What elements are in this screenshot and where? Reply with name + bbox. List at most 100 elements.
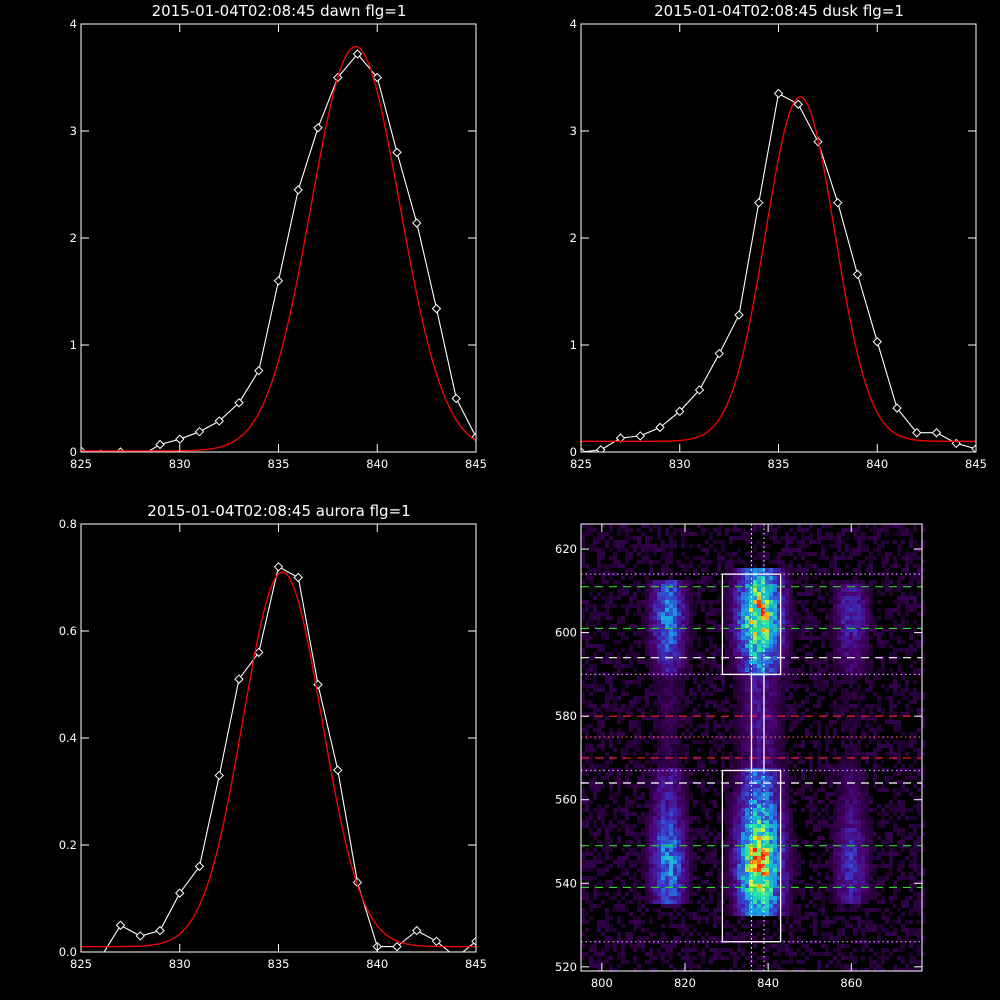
heatmap-cell [725,608,729,612]
heatmap-cell [677,608,681,612]
heatmap-cell [713,936,717,940]
heatmap-cell [817,892,821,896]
heatmap-cell [705,688,709,692]
heatmap-cell [809,784,813,788]
heatmap-cell [669,828,673,832]
heatmap-cell [649,564,653,568]
heatmap-cell [697,704,701,708]
heatmap-cell [789,824,793,828]
heatmap-cell [773,568,777,572]
heatmap-cell [785,888,789,892]
heatmap-cell [701,548,705,552]
heatmap-cell [681,768,685,772]
heatmap-cell [653,592,657,596]
heatmap-cell [789,660,793,664]
heatmap-cell [681,796,685,800]
heatmap-cell [725,912,729,916]
heatmap-cell [685,860,689,864]
dawn-xtick-label: 835 [268,457,290,471]
heatmap-cell [661,612,665,616]
heatmap-cell [697,748,701,752]
heatmap-cell [677,612,681,616]
heatmap-cell [785,760,789,764]
heatmap-cell [645,632,649,636]
heatmap-cell [657,852,661,856]
heatmap-cell [805,608,809,612]
heatmap-cell [585,864,589,868]
heatmap-cell [817,624,821,628]
heatmap-cell [689,544,693,548]
heatmap-cell [681,664,685,668]
heatmap-cell [665,912,669,916]
heatmap-cell [609,744,613,748]
heatmap-cell [789,624,793,628]
heatmap-cell [765,848,769,852]
heatmap-cell [749,912,753,916]
heatmap-cell [725,852,729,856]
heatmap-cell [745,636,749,640]
heatmap-cell [685,956,689,960]
heatmap-cell [753,892,757,896]
heatmap-cell [737,596,741,600]
heatmap-cell [761,812,765,816]
heatmap-cell [609,736,613,740]
heatmap-cell [793,916,797,920]
heatmap-cell [833,708,837,712]
heatmap-cell [757,924,761,928]
heatmap-cell [653,968,657,972]
heatmap-cell [669,792,673,796]
heatmap-cell [677,772,681,776]
heatmap-cell [733,536,737,540]
heatmap-cell [661,652,665,656]
heatmap-cell [625,856,629,860]
heatmap-cell [733,784,737,788]
heatmap-cell [761,564,765,568]
heatmap-cell [773,712,777,716]
heatmap-cell [765,576,769,580]
heatmap-cell [773,536,777,540]
heatmap-cell [717,952,721,956]
heatmap-cell [821,836,825,840]
heatmap-cell [585,952,589,956]
heatmap-cell [789,960,793,964]
heatmap-cell [625,744,629,748]
heatmap-cell [609,884,613,888]
heatmap-cell [685,780,689,784]
heatmap-cell [829,792,833,796]
heatmap-cell [613,572,617,576]
heatmap-cell [765,584,769,588]
heatmap-cell [737,932,741,936]
heatmap-cell [725,848,729,852]
heatmap-cell [749,776,753,780]
heatmap-cell [653,716,657,720]
dusk-data-point [635,431,645,441]
heatmap-cell [765,640,769,644]
heatmap-cell [693,612,697,616]
heatmap-cell [669,788,673,792]
heatmap-cell [745,688,749,692]
heatmap-cell [737,720,741,724]
heatmap-cell [713,828,717,832]
heatmap-cell [649,588,653,592]
heatmap-cell [653,772,657,776]
heatmap-cell [761,732,765,736]
heatmap-cell [645,544,649,548]
heatmap-cell [785,624,789,628]
heatmap-cell [805,628,809,632]
heatmap-cell [737,664,741,668]
heatmap-cell [709,748,713,752]
dusk-ytick-label: 0 [570,445,577,459]
heatmap-cell [717,908,721,912]
heatmap-cell [837,628,841,632]
heatmap-cell [817,532,821,536]
heatmap-cell [673,532,677,536]
heatmap-cell [605,652,609,656]
heatmap-cell [665,568,669,572]
heatmap-cell [657,620,661,624]
heatmap-cell [633,812,637,816]
dusk-data-point [675,406,685,417]
heatmap-cell [781,608,785,612]
heatmap-cell [689,604,693,608]
heatmap-cell [733,740,737,744]
heatmap-cell [633,788,637,792]
